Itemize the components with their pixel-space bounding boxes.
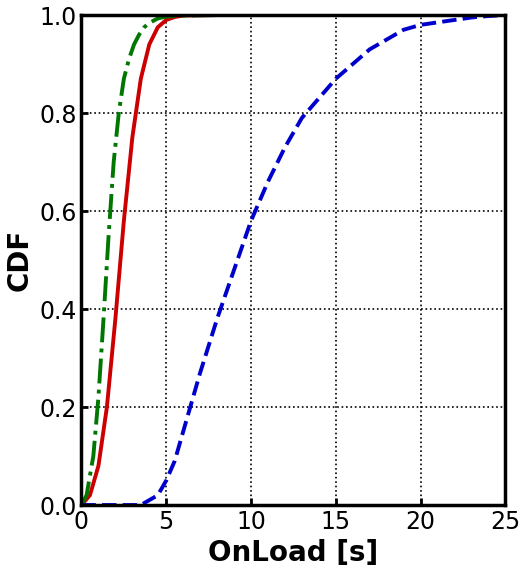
Starlink bbox=[84, 492, 90, 499]
Starlink bbox=[155, 15, 161, 22]
Starlink bbox=[126, 56, 132, 62]
SatCom bbox=[451, 17, 458, 23]
Starlink bbox=[120, 75, 127, 82]
SatCom bbox=[316, 95, 322, 102]
Line: Starlink: Starlink bbox=[82, 15, 505, 505]
SatCom bbox=[502, 11, 509, 18]
SatCom bbox=[468, 14, 474, 21]
Wired bbox=[163, 17, 169, 23]
Wired bbox=[180, 12, 186, 19]
SatCom bbox=[231, 266, 237, 273]
Starlink bbox=[116, 109, 122, 116]
Line: SatCom: SatCom bbox=[82, 15, 505, 505]
SatCom bbox=[383, 36, 390, 43]
Wired bbox=[78, 501, 85, 508]
Wired bbox=[104, 403, 110, 410]
Wired bbox=[95, 462, 102, 469]
Wired bbox=[112, 315, 118, 322]
X-axis label: OnLoad [s]: OnLoad [s] bbox=[208, 539, 379, 567]
Starlink bbox=[105, 232, 112, 239]
SatCom bbox=[299, 115, 305, 121]
SatCom bbox=[155, 492, 161, 499]
SatCom bbox=[248, 217, 254, 224]
SatCom bbox=[197, 369, 204, 376]
SatCom bbox=[350, 61, 356, 68]
Starlink bbox=[78, 501, 85, 508]
Wired bbox=[171, 14, 178, 21]
Starlink bbox=[214, 11, 220, 18]
Y-axis label: CDF: CDF bbox=[6, 229, 34, 291]
Wired bbox=[146, 41, 153, 48]
Wired bbox=[155, 24, 161, 31]
Starlink bbox=[146, 19, 153, 26]
Wired bbox=[138, 75, 144, 82]
Starlink bbox=[502, 11, 509, 18]
Starlink bbox=[180, 12, 186, 19]
Starlink bbox=[136, 31, 142, 38]
SatCom bbox=[146, 497, 153, 504]
Starlink bbox=[100, 315, 107, 322]
Wired bbox=[129, 134, 136, 141]
Wired bbox=[120, 217, 127, 224]
Starlink bbox=[141, 24, 147, 31]
SatCom bbox=[282, 144, 288, 151]
SatCom bbox=[434, 19, 441, 26]
Wired bbox=[502, 11, 509, 18]
SatCom bbox=[78, 501, 85, 508]
Starlink bbox=[90, 453, 96, 460]
Line: Wired: Wired bbox=[82, 15, 505, 505]
SatCom bbox=[400, 26, 407, 33]
SatCom bbox=[485, 13, 491, 19]
Wired bbox=[87, 492, 93, 499]
Starlink bbox=[131, 41, 137, 48]
Starlink bbox=[110, 159, 117, 166]
SatCom bbox=[180, 428, 186, 435]
SatCom bbox=[214, 315, 220, 322]
SatCom bbox=[418, 21, 424, 28]
SatCom bbox=[332, 75, 339, 82]
SatCom bbox=[138, 501, 144, 508]
SatCom bbox=[171, 457, 178, 464]
SatCom bbox=[367, 46, 373, 53]
Wired bbox=[214, 11, 220, 18]
SatCom bbox=[265, 178, 271, 185]
Starlink bbox=[163, 13, 169, 20]
SatCom bbox=[163, 477, 169, 484]
Starlink bbox=[95, 394, 102, 401]
